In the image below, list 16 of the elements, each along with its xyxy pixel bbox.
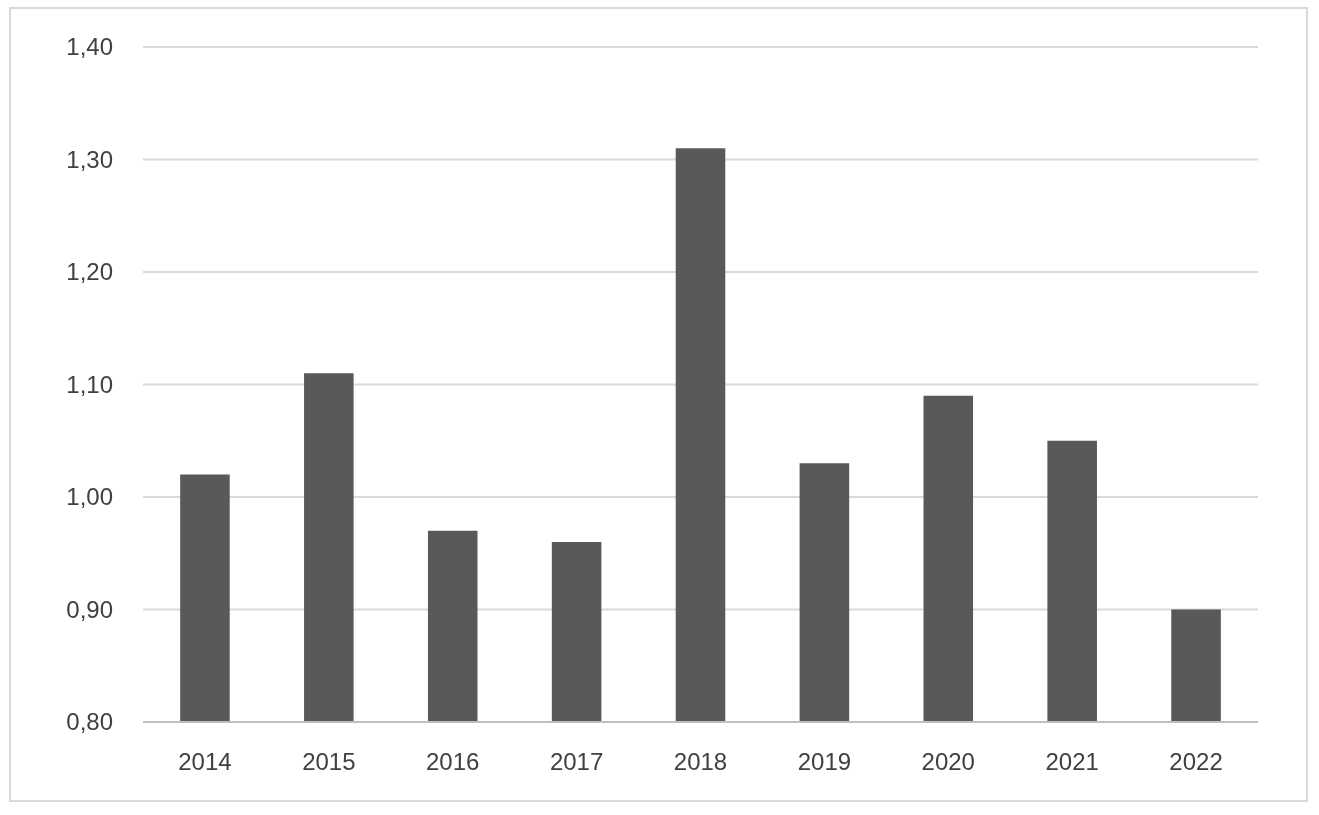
x-tick-label: 2019	[797, 748, 852, 775]
y-tick-label: 0,80	[66, 708, 113, 736]
y-tick-label: 1,40	[66, 33, 113, 61]
x-tick-label: 2017	[549, 748, 604, 775]
x-tick-label: 2021	[1045, 748, 1099, 775]
x-tick-label: 2022	[1169, 748, 1223, 775]
y-tick-label: 1,00	[66, 483, 113, 511]
y-tick-label: 1,20	[66, 258, 113, 286]
x-tick-label: 2015	[302, 748, 356, 775]
y-tick-label: 1,10	[66, 370, 113, 398]
x-tick-label: 2018	[673, 748, 728, 775]
x-tick-label: 2020	[921, 748, 975, 775]
x-tick-label: 2016	[426, 748, 480, 775]
y-tick-label: 0,90	[66, 595, 113, 623]
y-tick-label: 1,30	[66, 145, 113, 173]
x-tick-label: 2014	[178, 748, 232, 775]
